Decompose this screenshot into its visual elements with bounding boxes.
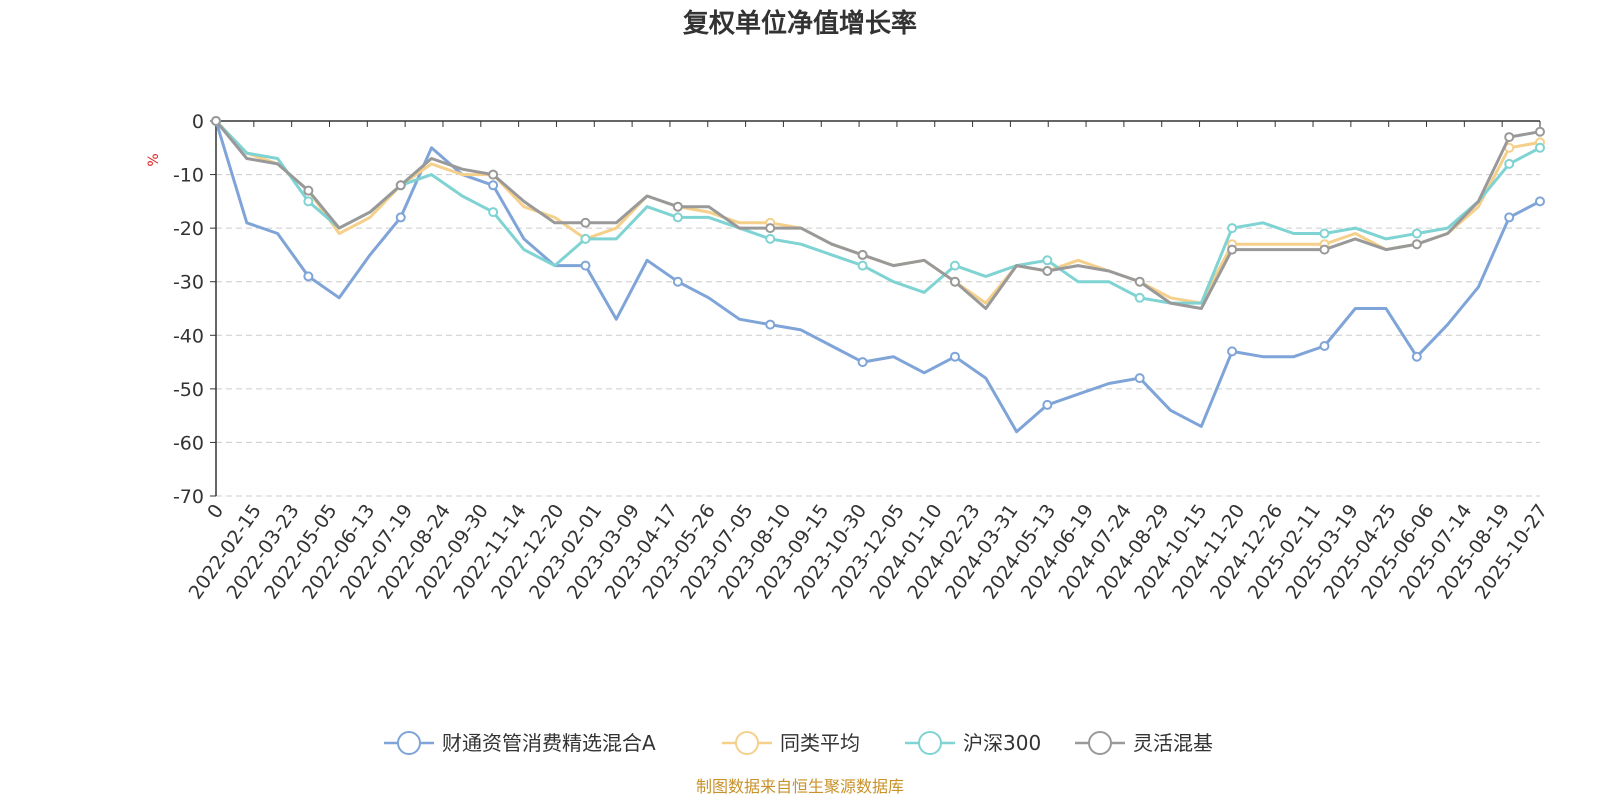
- y-tick-label: 0: [192, 111, 204, 133]
- legend-marker: [1088, 731, 1112, 755]
- y-tick-label: -50: [173, 379, 204, 401]
- data-point: [1042, 255, 1053, 266]
- series-lines: [211, 116, 1545, 434]
- source-note: 制图数据来自恒生聚源数据库: [696, 777, 904, 796]
- data-point: [949, 276, 960, 287]
- y-tick-label: -70: [173, 486, 204, 508]
- y-tick-label: -10: [173, 165, 204, 187]
- data-point: [1319, 341, 1330, 351]
- legend-item-3[interactable]: 灵活混基: [1075, 731, 1213, 755]
- series-line-2: [214, 119, 1541, 305]
- data-point: [580, 260, 591, 271]
- data-point: [211, 116, 221, 126]
- data-point: [488, 207, 499, 218]
- data-point: [1504, 132, 1515, 143]
- data-point: [765, 223, 776, 234]
- legend-item-2[interactable]: 沪深300: [905, 731, 1041, 755]
- data-point: [857, 249, 868, 260]
- data-point: [303, 196, 314, 207]
- data-point: [303, 271, 314, 282]
- chart-title: 复权单位净值增长率: [683, 8, 917, 39]
- data-point: [580, 233, 591, 244]
- data-point: [1227, 244, 1238, 255]
- y-tick-labels: 0 -10 -20 -30 -40 -50 -60 -70: [173, 111, 204, 508]
- data-point: [303, 185, 314, 196]
- data-point: [1411, 351, 1422, 362]
- data-point: [672, 212, 683, 223]
- x-tick-label: 0: [203, 500, 228, 523]
- data-point: [672, 276, 683, 287]
- grid-lines: [210, 120, 1540, 497]
- data-point: [1504, 212, 1515, 223]
- data-point: [857, 260, 868, 271]
- data-point: [857, 357, 868, 368]
- series-line-0: [214, 120, 1541, 434]
- data-point: [765, 319, 776, 330]
- series-line-3: [214, 120, 1541, 310]
- y-tick-label: -30: [173, 272, 204, 294]
- axes: [215, 120, 1541, 496]
- data-point: [1227, 346, 1238, 357]
- data-point: [1042, 266, 1053, 276]
- legend-marker: [735, 731, 759, 755]
- data-point: [1504, 158, 1515, 169]
- data-point: [395, 180, 406, 191]
- legend-label: 沪深300: [963, 731, 1041, 755]
- x-tick-labels: 02022-02-152022-03-232022-05-052022-06-1…: [185, 500, 1553, 603]
- data-point: [488, 180, 499, 191]
- legend-label: 灵活混基: [1133, 731, 1213, 755]
- legend-marker: [918, 731, 942, 755]
- y-tick-label: -60: [173, 432, 204, 454]
- legend-item-0[interactable]: 财通资管消费精选混合A: [384, 731, 656, 755]
- y-tick-label: -20: [173, 218, 204, 240]
- data-point: [1319, 244, 1330, 255]
- data-point: [1134, 292, 1145, 303]
- data-point: [1134, 373, 1145, 384]
- data-point: [580, 217, 591, 228]
- series-line-1: [214, 119, 1541, 305]
- data-point: [1319, 228, 1330, 239]
- data-point: [1411, 228, 1422, 239]
- data-point: [1535, 142, 1545, 153]
- data-point: [1227, 223, 1238, 234]
- legend-item-1[interactable]: 同类平均: [722, 731, 860, 755]
- data-point: [949, 351, 960, 362]
- data-point: [1535, 196, 1545, 207]
- legend-label: 同类平均: [780, 731, 860, 755]
- legend[interactable]: 财通资管消费精选混合A 同类平均 沪深300 灵活混基: [384, 731, 1213, 755]
- data-point: [672, 201, 683, 212]
- data-point: [1134, 276, 1145, 287]
- data-point: [1042, 399, 1053, 410]
- data-point: [488, 169, 499, 180]
- data-point: [1535, 126, 1545, 137]
- data-point: [1411, 239, 1422, 250]
- legend-label: 财通资管消费精选混合A: [442, 731, 656, 755]
- y-tick-label: -40: [173, 325, 204, 347]
- data-point: [949, 260, 960, 271]
- y-axis-label: %: [146, 153, 162, 166]
- legend-marker: [397, 731, 421, 755]
- data-point: [395, 212, 406, 223]
- data-point: [765, 233, 776, 244]
